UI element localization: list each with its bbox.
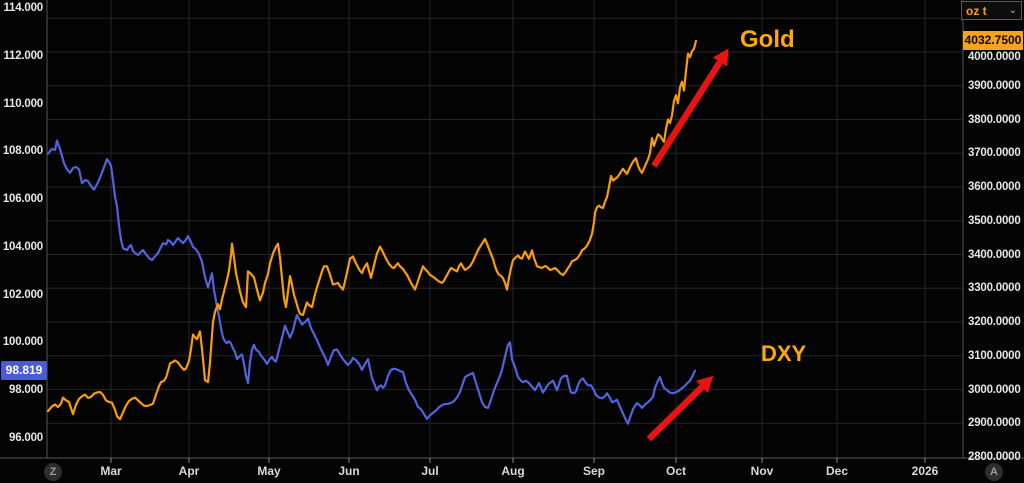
gold-trend-arrow <box>651 60 723 168</box>
left-axis-tick-label: 112.000 <box>3 49 43 62</box>
right-axis-tick-label: 3300.0000 <box>968 282 1021 295</box>
right-axis-tick-label: 2900.0000 <box>968 417 1021 430</box>
right-axis-tick-label: 3600.0000 <box>968 181 1021 193</box>
left-axis-tick-label: 98.000 <box>9 384 43 397</box>
dxy-annotation-label: DXY <box>761 341 807 366</box>
time-axis-label: Dec <box>825 464 849 478</box>
time-axis-label: Oct <box>665 464 687 478</box>
unit-selector-dropdown[interactable]: oz t ⌄ <box>961 1 1022 20</box>
gold-annotation-label: Gold <box>740 26 795 53</box>
right-axis-tick-label: 2800.0000 <box>968 451 1021 463</box>
left-axis-tick-label: 104.000 <box>2 240 43 253</box>
gold-last-price-badge: 4032.7500 <box>963 31 1023 51</box>
right-axis-tick-label: 3100.0000 <box>968 349 1021 362</box>
gold-trend-arrow-head <box>712 48 729 67</box>
left-axis-tick-label: 96.000 <box>9 432 43 444</box>
left-axis-tick-label: 102.000 <box>2 288 43 301</box>
dxy-trend-arrow <box>646 384 705 442</box>
time-axis-label: Sep <box>582 464 606 478</box>
time-axis-label: Mar <box>100 464 122 478</box>
time-axis-label: Jul <box>421 464 439 478</box>
right-axis-tick-label: 3500.0000 <box>968 214 1021 227</box>
left-axis-tick-label: 114.000 <box>3 2 43 14</box>
gold-series-line <box>46 39 698 421</box>
right-axis-tick-label: 3400.0000 <box>968 248 1021 261</box>
right-axis-tick-label: 3800.0000 <box>968 113 1021 126</box>
time-axis-label: May <box>257 464 281 478</box>
right-axis-tick-label: 3700.0000 <box>968 147 1021 160</box>
time-axis-label: Aug <box>501 464 525 478</box>
left-axis-tick-label: 106.000 <box>2 193 43 206</box>
left-axis-tick-label: 108.000 <box>2 145 43 158</box>
time-axis-label: Nov <box>750 464 774 478</box>
right-axis-tick-label: 4000.0000 <box>968 51 1021 63</box>
dxy-trend-arrow-head <box>696 375 714 394</box>
annotate-button[interactable]: A <box>985 463 1003 481</box>
dxy-last-price-badge: 98.819 <box>1 361 47 381</box>
right-axis-tick-label: 3200.0000 <box>968 316 1021 328</box>
dxy-series-line <box>46 139 697 425</box>
time-axis-label: Jun <box>338 464 360 478</box>
right-axis-tick-label: 3900.0000 <box>968 79 1021 92</box>
right-axis-tick-label: 3000.0000 <box>968 383 1021 396</box>
chevron-down-icon: ⌄ <box>1008 4 1017 16</box>
time-axis-label: 2026 <box>911 464 939 478</box>
time-axis-label: Apr <box>178 464 200 478</box>
left-axis-tick-label: 100.000 <box>2 336 43 349</box>
zoom-button[interactable]: Z <box>44 463 62 481</box>
unit-label: oz t <box>966 3 987 18</box>
left-axis-tick-label: 110.000 <box>3 97 43 110</box>
